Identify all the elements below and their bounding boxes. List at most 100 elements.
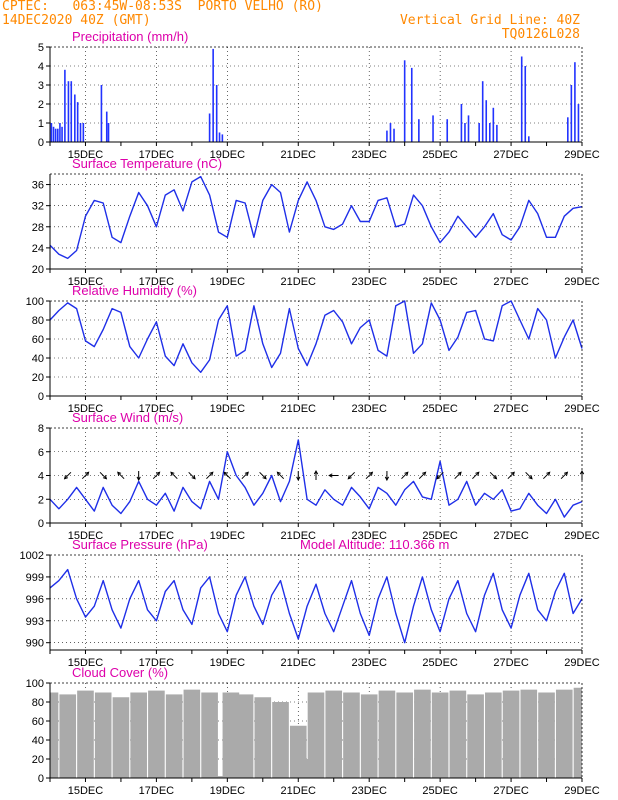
cloud-area-column — [555, 689, 573, 778]
rh-y-tick-label: 100 — [26, 296, 44, 308]
cloud-x-tick-label: 17DEC — [139, 785, 175, 797]
wind-series-line — [49, 439, 583, 518]
precip-x-tick-label: 17DEC — [139, 149, 175, 161]
pres-x-tick-label: 23DEC — [351, 657, 387, 669]
wind-x-tick-label: 23DEC — [351, 530, 387, 542]
wind-arrow-head — [191, 475, 196, 480]
wind-arrow-head — [475, 471, 480, 476]
cloud-area-column — [467, 694, 484, 778]
precip-bar — [61, 126, 63, 142]
cloud-area-column — [343, 692, 360, 778]
precip-bar — [76, 102, 79, 142]
cloud-area-column — [573, 687, 582, 778]
rh-x-tick-label: 17DEC — [139, 403, 175, 415]
precip-bar — [107, 123, 110, 142]
precip-bar — [574, 62, 576, 143]
wind-arrow-shaft — [99, 471, 107, 480]
wind-arrow-head — [528, 475, 533, 480]
precip-bar — [577, 104, 580, 142]
wind-arrow-shaft — [507, 471, 515, 480]
wind-x-tick-label: 21DEC — [281, 530, 317, 542]
precip-x-tick-label: 29DEC — [564, 149, 600, 161]
wind-arrow-shaft — [206, 471, 214, 480]
temp-y-tick-label: 32 — [32, 201, 44, 213]
precip-bar — [418, 119, 420, 142]
wind-arrow-head — [63, 475, 69, 480]
precip-y-tick-label: 3 — [38, 80, 44, 92]
cloud-x-tick-label: 23DEC — [351, 785, 387, 797]
precip-y-tick-label: 2 — [38, 99, 44, 111]
wind-arrow-shaft — [259, 471, 267, 480]
wind-arrow-shaft — [152, 471, 160, 480]
wind-arrow-head — [347, 475, 352, 480]
precip-x-tick-label: 27DEC — [493, 149, 529, 161]
precip-bar — [528, 136, 530, 142]
wind-arrow-head — [510, 471, 515, 476]
wind-arrow-head — [328, 473, 333, 478]
pres-x-tick-label: 19DEC — [210, 657, 246, 669]
wind-arrow-shaft — [436, 471, 444, 480]
rh-x-tick-label: 29DEC — [564, 403, 600, 415]
wind-arrow-head — [422, 471, 427, 476]
wind-arrow-head — [156, 471, 161, 476]
wind-arrow-shaft — [365, 471, 373, 480]
wind-arrow-shaft — [418, 471, 426, 480]
cloud-area-column — [307, 692, 325, 778]
cloud-area-column — [272, 702, 289, 778]
cloud-area-column — [360, 694, 378, 778]
wind-arrow-head — [457, 471, 462, 476]
cloud-y-tick-label: 100 — [26, 678, 44, 690]
cloud-area-column — [396, 692, 413, 778]
precip-x-tick-label: 15DEC — [68, 149, 104, 161]
cloud-area-column — [148, 690, 165, 778]
pres-x-tick-label: 29DEC — [564, 657, 600, 669]
precip-y-tick-label: 5 — [38, 42, 44, 54]
wind-arrow-head — [563, 471, 569, 476]
wind-y-tick-label: 2 — [38, 494, 44, 506]
wind-arrow-head — [579, 469, 585, 475]
precip-bar — [221, 134, 224, 142]
temp-title: Surface Temperature (nC) — [72, 156, 222, 171]
precip-bar — [496, 124, 498, 142]
precip-bar — [74, 94, 76, 142]
temp-y-tick-label: 24 — [32, 243, 44, 255]
precip-x-tick-label: 19DEC — [210, 149, 246, 161]
wind-arrow-shaft — [401, 471, 409, 480]
precip-title: Precipitation (mm/h) — [72, 29, 188, 44]
precip-bar — [54, 128, 57, 142]
rh-y-tick-label: 60 — [32, 334, 44, 346]
cloud-area-column — [130, 692, 147, 778]
cloud-area-column — [59, 694, 77, 778]
rh-x-tick-label: 15DEC — [68, 403, 104, 415]
wind-arrow-shaft — [223, 471, 231, 480]
cloud-area-column — [236, 694, 254, 778]
cloud-area-column — [183, 689, 201, 778]
cloud-area-column — [222, 692, 240, 778]
pres-y-tick-label: 996 — [26, 594, 44, 606]
temp-x-tick-label: 21DEC — [281, 276, 317, 288]
precip-bar — [446, 119, 449, 142]
precip-bar — [105, 111, 108, 142]
temp-x-tick-label: 19DEC — [210, 276, 246, 288]
wind-arrow-shaft — [347, 471, 356, 480]
wind-arrow-head — [296, 476, 301, 482]
cloud-area-column — [112, 697, 130, 778]
temp-y-tick-label: 28 — [32, 222, 44, 234]
cloud-area-column — [77, 690, 94, 778]
precip-bar — [52, 126, 55, 142]
cloud-area-column — [50, 692, 59, 778]
cloud-area-column — [502, 690, 520, 778]
cloud-y-tick-label: 0 — [38, 773, 44, 785]
wind-arrow-shaft — [170, 471, 178, 480]
header-station: CPTEC: 063:45W-08:53S PORTO VELHO (RO) — [2, 0, 323, 14]
precip-bar — [393, 128, 395, 142]
cloud-area-column — [254, 697, 272, 778]
precip-bar — [432, 115, 434, 142]
wind-x-tick-label: 29DEC — [564, 530, 600, 542]
header-grid-line: Vertical Grid Line: 40Z — [399, 13, 580, 28]
wind-arrow-head — [209, 471, 214, 476]
temp-x-tick-label: 27DEC — [493, 276, 529, 288]
cloud-area-column — [520, 689, 538, 778]
wind-arrow-shaft — [117, 471, 125, 480]
